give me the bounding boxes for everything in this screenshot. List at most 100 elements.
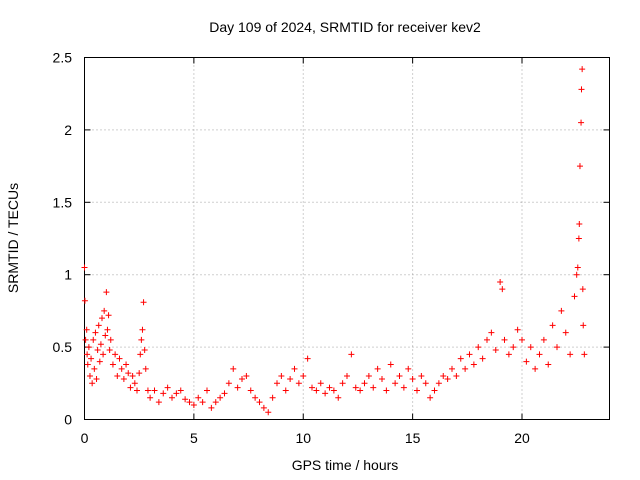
data-point — [217, 394, 224, 401]
data-point — [379, 375, 385, 382]
data-point — [501, 336, 508, 343]
data-point — [497, 278, 504, 285]
data-point — [96, 358, 103, 365]
data-point — [365, 373, 372, 380]
data-point — [499, 286, 506, 293]
data-point — [125, 370, 132, 377]
data-point — [576, 221, 583, 228]
y-tick-label: 2.5 — [53, 50, 73, 66]
x-tick-label: 10 — [295, 430, 311, 446]
data-point — [151, 387, 158, 394]
data-point — [234, 384, 241, 391]
data-point — [418, 373, 425, 380]
data-point — [173, 390, 180, 397]
data-point — [129, 373, 136, 380]
data-point — [348, 351, 355, 358]
data-point — [352, 384, 359, 391]
data-point — [127, 384, 134, 391]
data-point — [141, 346, 148, 353]
data-point — [492, 346, 499, 353]
data-point — [182, 396, 189, 403]
data-point — [578, 119, 585, 126]
data-point — [435, 380, 442, 387]
y-tick-labels: 0 0.5 1 1.5 2 2.5 — [53, 50, 73, 428]
data-point — [579, 286, 586, 293]
data-point — [221, 390, 228, 397]
data-point — [387, 361, 394, 368]
data-point — [330, 387, 337, 394]
y-tick-label: 2 — [64, 122, 72, 138]
data-point — [549, 322, 556, 329]
data-point — [131, 380, 138, 387]
data-point — [527, 344, 534, 351]
data-point — [414, 387, 420, 394]
data-point — [190, 402, 197, 409]
data-point — [470, 361, 477, 368]
data-point — [88, 355, 95, 362]
x-tick-label: 5 — [190, 430, 198, 446]
data-point — [177, 387, 184, 394]
data-point — [195, 394, 202, 401]
data-point — [274, 380, 280, 387]
data-point — [114, 373, 121, 380]
data-point — [357, 387, 364, 394]
data-point — [514, 326, 521, 333]
data-point — [89, 380, 96, 387]
data-point — [83, 326, 90, 333]
data-point — [339, 380, 346, 387]
data-point — [199, 399, 206, 406]
data-point — [300, 373, 307, 380]
data-point — [92, 329, 99, 336]
data-point — [260, 404, 267, 411]
data-point — [243, 373, 250, 380]
data-point — [97, 341, 104, 348]
data-point — [186, 399, 193, 406]
data-point — [575, 235, 582, 242]
data-point — [313, 387, 320, 394]
data-point — [322, 390, 329, 397]
data-point — [123, 361, 130, 368]
data-point — [567, 351, 574, 358]
y-tick-label: 0.5 — [53, 339, 73, 355]
data-point — [230, 365, 237, 372]
data-point — [142, 365, 149, 372]
y-tick-label: 1.5 — [53, 194, 73, 210]
data-point — [466, 351, 473, 358]
data-point — [164, 384, 171, 391]
data-point — [147, 394, 154, 401]
data-point — [532, 365, 539, 372]
data-point — [400, 384, 407, 391]
data-point — [462, 365, 469, 372]
data-point — [580, 322, 587, 329]
data-point — [317, 380, 324, 387]
data-point — [93, 375, 100, 382]
data-point — [444, 375, 451, 382]
data-point — [102, 332, 109, 339]
data-point — [431, 387, 438, 394]
data-point — [536, 351, 543, 358]
data-point — [374, 365, 381, 372]
data-point — [116, 355, 123, 362]
data-point — [309, 384, 315, 391]
data-point — [581, 351, 588, 358]
data-point — [545, 361, 552, 368]
data-point — [112, 351, 119, 358]
data-point — [540, 336, 547, 343]
data-point — [304, 355, 311, 362]
data-point — [291, 365, 298, 372]
data-point — [578, 86, 585, 93]
data-point — [81, 264, 88, 271]
data-point — [479, 355, 486, 362]
x-tick-label: 0 — [81, 430, 89, 446]
data-point — [523, 358, 530, 365]
data-point — [519, 336, 525, 343]
x-tick-label: 15 — [405, 430, 421, 446]
data-point — [326, 384, 333, 391]
data-point — [101, 307, 108, 314]
x-tick-label: 20 — [514, 430, 530, 446]
data-point — [169, 394, 175, 401]
data-point — [571, 293, 578, 300]
data-point — [99, 315, 105, 322]
data-point — [574, 264, 581, 271]
